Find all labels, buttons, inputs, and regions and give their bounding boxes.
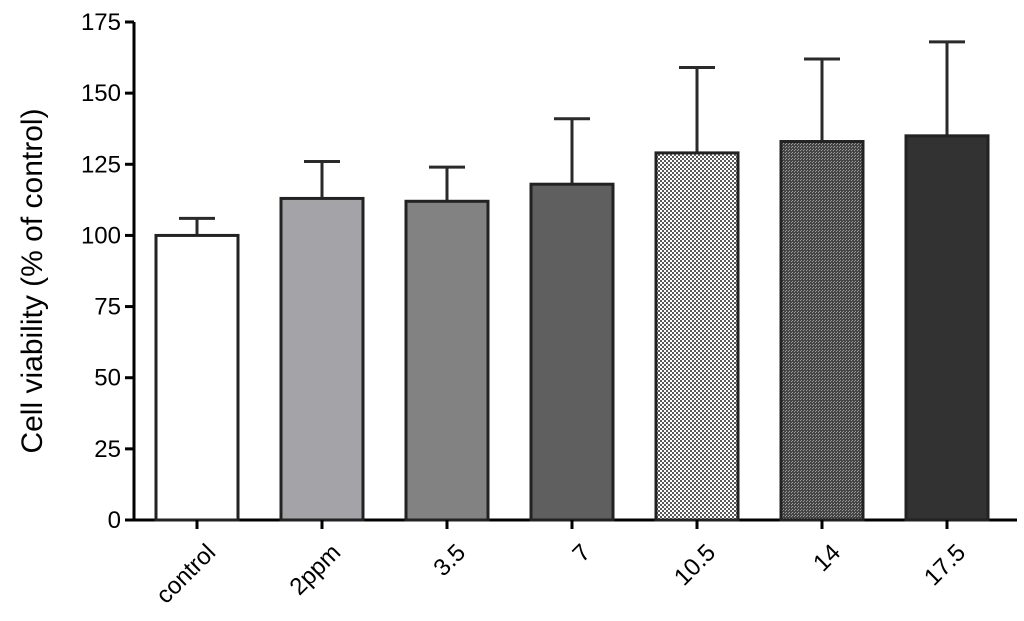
bar-2ppm [279, 196, 365, 522]
bar-17.5 [904, 134, 990, 522]
y-tick-label: 150 [81, 80, 121, 107]
y-tick-label: 100 [81, 222, 121, 249]
x-tick-label: 10.5 [669, 539, 721, 591]
x-ticks: control 2ppm 3.5 7 10.5 14 17.5 [151, 520, 971, 609]
y-tick-label: 125 [81, 151, 121, 178]
bars [154, 40, 990, 522]
bar-control [154, 233, 240, 522]
x-tick-label: 2ppm [285, 539, 347, 601]
y-tick-label: 0 [108, 507, 121, 534]
y-tick-label: 25 [94, 436, 121, 463]
bar-7 [529, 182, 615, 522]
x-tick-label: 17.5 [919, 539, 971, 591]
bar-3.5 [404, 199, 490, 522]
bar-10.5 [654, 151, 740, 522]
x-tick-label: 7 [568, 539, 597, 568]
y-tick-label: 50 [94, 365, 121, 392]
bar-14 [779, 140, 865, 522]
y-ticks: 0 25 50 75 100 125 150 175 [81, 9, 134, 534]
y-tick-label: 175 [81, 9, 121, 36]
x-tick-label: control [151, 539, 221, 609]
x-tick-label: 3.5 [428, 539, 471, 582]
x-tick-label: 14 [808, 539, 846, 577]
y-tick-label: 75 [94, 294, 121, 321]
y-axis-label: Cell viability (% of control) [16, 108, 49, 453]
